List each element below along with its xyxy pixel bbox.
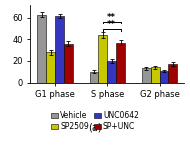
Bar bbox=[160, 71, 168, 82]
Bar bbox=[151, 67, 160, 82]
Text: **: ** bbox=[107, 20, 116, 29]
Legend: Vehicle, SP2509, UNC0642, SP+UNC: Vehicle, SP2509, UNC0642, SP+UNC bbox=[48, 108, 142, 134]
Bar bbox=[107, 61, 116, 82]
Text: (a): (a) bbox=[88, 123, 102, 133]
Bar bbox=[90, 72, 98, 82]
Text: **: ** bbox=[107, 13, 116, 22]
Bar bbox=[142, 68, 151, 82]
Bar bbox=[37, 15, 46, 83]
Bar bbox=[64, 44, 73, 82]
Bar bbox=[55, 16, 64, 82]
Bar bbox=[168, 64, 177, 82]
Bar bbox=[46, 52, 55, 82]
Bar bbox=[98, 35, 107, 82]
Bar bbox=[116, 43, 125, 82]
